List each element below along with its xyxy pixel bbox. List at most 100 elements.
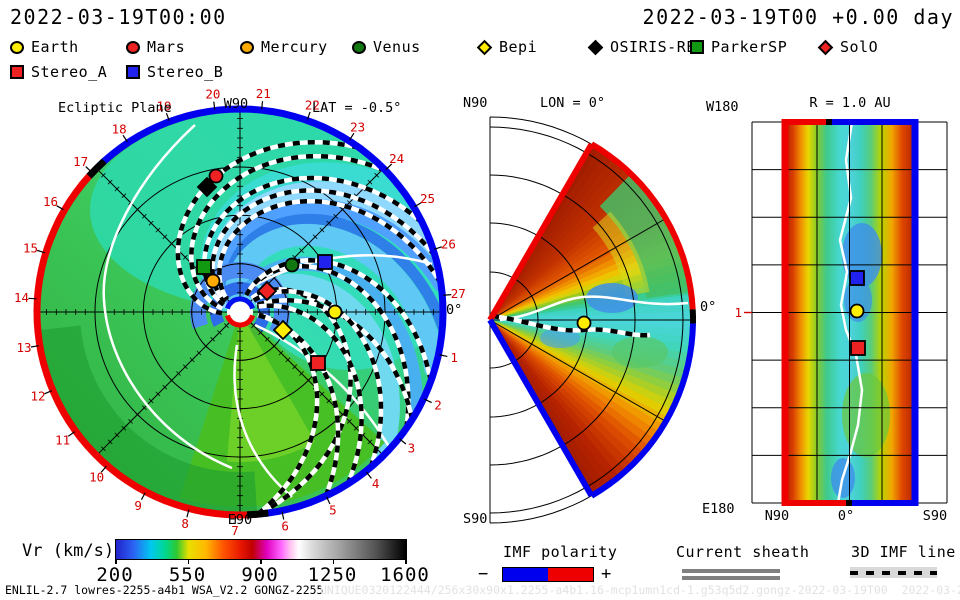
- imf-line: [244, 258, 434, 382]
- lat-axis-tick-label: 0°: [838, 508, 854, 524]
- legend-item-venus: Venus: [352, 38, 421, 56]
- colorbar-tick-label: 550: [168, 564, 207, 586]
- imf-line-swatch: [850, 567, 937, 578]
- negative-polarity-boundary: [911, 119, 919, 506]
- day-tick-label: 12: [30, 389, 45, 404]
- legend-item-solo: SolO: [817, 38, 878, 56]
- lat-axis-tick-label: S90: [923, 508, 947, 524]
- latitude-map-panel: R = 1.0 AU W180 E180 N90 0° S90 1: [702, 95, 948, 524]
- legend-item-label: Mars: [147, 38, 186, 56]
- solo-legend-marker-icon: [817, 39, 834, 55]
- stereo_a-marker: [310, 355, 326, 371]
- current-sheet-line: [252, 254, 433, 288]
- imf-polarity-title: IMF polarity: [503, 543, 618, 561]
- mercury-marker: [205, 273, 221, 289]
- day-tick-label: 17: [73, 154, 88, 169]
- positive-polarity-boundary: [33, 166, 258, 519]
- axis-label-0deg: 0°: [446, 302, 462, 318]
- day-tick-label: 16: [43, 194, 58, 209]
- stereo_b-marker: [317, 254, 333, 270]
- current-sheath-line-swatch: [682, 576, 780, 580]
- datetime-forecast-offset: 2022-03-19T00 +0.00 day: [642, 5, 954, 29]
- colorbar-tick-label: 200: [96, 564, 134, 586]
- day-tick-label: 2: [434, 398, 442, 413]
- day-tick-label: 26: [441, 237, 456, 252]
- imf-line: [255, 298, 415, 421]
- legend-item-earth: Earth: [10, 38, 79, 56]
- stereo_a-legend-marker-icon: [10, 65, 24, 79]
- current-sheet-line: [499, 295, 689, 322]
- day-tick-label: 20: [205, 87, 220, 102]
- legend-item-label: Stereo_A: [31, 63, 108, 81]
- imf-line: [244, 263, 411, 429]
- imf-line-title: 3D IMF line: [851, 543, 956, 561]
- day-tick-label: 19: [156, 99, 171, 114]
- day-tick-label: 8: [181, 516, 189, 531]
- stereo_b-legend-marker-icon: [126, 65, 140, 79]
- colorbar-tick-mark: [332, 560, 334, 564]
- legend-item-label: Earth: [31, 38, 79, 56]
- colorbar-tick-label: 1600: [380, 564, 430, 586]
- osiris-rex-marker: [196, 176, 218, 198]
- day-tick-label: 22: [305, 97, 320, 112]
- colorbar-tick-mark: [260, 560, 262, 564]
- imf-line: [252, 289, 384, 469]
- imf-line: [256, 303, 364, 486]
- legend-item-label: OSIRIS-REx: [610, 38, 706, 56]
- run-id-watermark: UNIQUE0320122444/256x30x90x1.2255-a4b1.1…: [320, 583, 960, 597]
- mars-marker: [208, 168, 224, 184]
- time-tick-label: 1: [734, 305, 742, 320]
- legend-item-label: Stereo_B: [147, 63, 224, 81]
- earth-marker: [849, 303, 865, 319]
- day-tick-label: 3: [408, 440, 416, 455]
- day-tick-label: 1: [450, 350, 458, 365]
- parkersp-marker: [196, 259, 212, 275]
- venus-legend-marker-icon: [352, 40, 366, 54]
- axis-label-s90: S90: [463, 511, 487, 527]
- imf-plus-sign: +: [601, 564, 612, 584]
- axis-label-e90: E90: [228, 512, 252, 528]
- datetime-current: 2022-03-19T00:00: [10, 5, 227, 29]
- earth-marker: [576, 315, 592, 331]
- stereo_b-marker: [849, 270, 865, 286]
- colorbar-tick-label: 900: [241, 564, 279, 586]
- legend-item-mercury: Mercury: [240, 38, 328, 56]
- axis-label-w90: W90: [224, 96, 248, 112]
- positive-polarity-boundary: [487, 142, 595, 322]
- ecliptic-title: Ecliptic Plane: [58, 100, 172, 116]
- current-sheath-title: Current sheath: [676, 543, 810, 561]
- map-title: R = 1.0 AU: [809, 95, 890, 111]
- legend-item-mars: Mars: [126, 38, 185, 56]
- legend-item-parkersp: ParkerSP: [690, 38, 787, 56]
- colorbar-tick-label: 1250: [307, 564, 358, 586]
- axis-label-0deg: 0°: [700, 299, 716, 315]
- legend-item-stereo_b: Stereo_B: [126, 63, 223, 81]
- day-tick-label: 13: [16, 340, 31, 355]
- colorbar-label: Vr (km/s): [22, 541, 115, 561]
- earth-marker: [327, 304, 343, 320]
- day-tick-label: 18: [112, 121, 127, 136]
- axis-label-n90: N90: [463, 95, 487, 111]
- day-tick-label: 24: [389, 151, 404, 166]
- imf-positive-swatch: [548, 568, 593, 581]
- imf-line: [175, 139, 360, 316]
- day-tick-label: 5: [329, 502, 337, 517]
- solo-marker: [256, 280, 278, 302]
- day-tick-label: 10: [89, 470, 104, 485]
- model-version-info: ENLIL-2.7 lowres-2255-a4b1 WSA_V2.2 GONG…: [5, 583, 324, 597]
- colorbar-tick-mark: [405, 560, 407, 564]
- day-tick-label: 7: [231, 523, 239, 538]
- legend-item-label: Venus: [373, 38, 421, 56]
- sun: [227, 299, 253, 325]
- imf-line-dashes: [850, 571, 937, 575]
- velocity-colorbar: [115, 539, 407, 560]
- positive-polarity-boundary: [781, 119, 789, 506]
- axis-label-w180: W180: [706, 99, 739, 115]
- venus-marker: [284, 257, 300, 273]
- negative-polarity-boundary: [94, 105, 447, 518]
- day-tick-label: 23: [350, 119, 365, 134]
- imf-negative-swatch: [503, 568, 548, 581]
- axis-label-e180: E180: [702, 501, 735, 517]
